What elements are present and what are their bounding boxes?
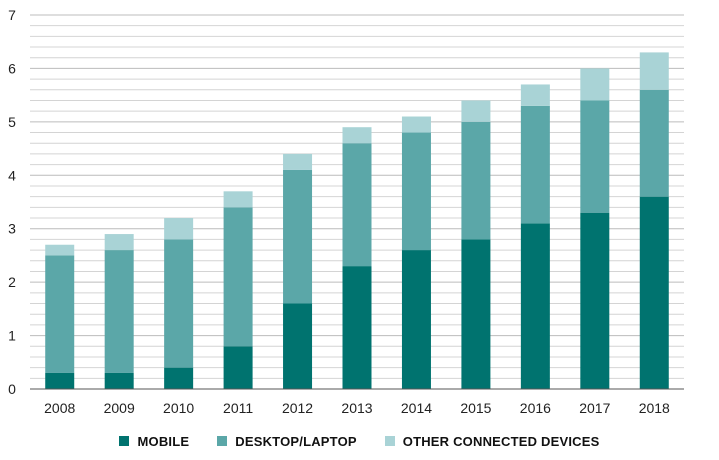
legend-item-other-connected-devices: OTHER CONNECTED DEVICES (384, 433, 600, 449)
bar-segment-other-connected-devices-2009 (104, 234, 134, 251)
bar-segment-mobile-2012 (283, 303, 313, 389)
legend-swatch-desktop-laptop (217, 436, 228, 446)
bars (45, 52, 669, 389)
x-tick-label: 2011 (223, 400, 253, 416)
bar-segment-mobile-2018 (639, 196, 669, 389)
bar-segment-desktop-laptop-2016 (520, 105, 550, 224)
bar-segment-desktop-laptop-2017 (580, 100, 610, 213)
bar-segment-desktop-laptop-2018 (639, 89, 669, 197)
x-tick-label: 2013 (341, 400, 372, 416)
y-tick-label: 7 (8, 7, 16, 23)
legend-label-desktop-laptop: DESKTOP/LAPTOP (235, 433, 357, 449)
x-tick-label: 2012 (282, 400, 313, 416)
bar-segment-desktop-laptop-2014 (401, 132, 431, 251)
y-tick-label: 6 (8, 60, 16, 76)
bar-segment-other-connected-devices-2016 (520, 84, 550, 106)
x-tick-label: 2014 (401, 400, 432, 416)
legend-label-other-connected-devices: OTHER CONNECTED DEVICES (402, 433, 600, 449)
bar-segment-other-connected-devices-2011 (223, 191, 253, 208)
x-tick-label: 2016 (520, 400, 551, 416)
bar-segment-mobile-2011 (223, 346, 253, 389)
bar-segment-desktop-laptop-2012 (283, 169, 313, 304)
x-tick-label: 2008 (44, 400, 75, 416)
legend-item-desktop-laptop: DESKTOP/LAPTOP (217, 434, 357, 449)
x-tick-label: 2015 (460, 400, 491, 416)
bar-segment-desktop-laptop-2011 (223, 207, 253, 347)
x-tick-label: 2009 (104, 400, 135, 416)
legend: MOBILE DESKTOP/LAPTOP OTHER CONNECTED DE… (0, 429, 719, 453)
bar-segment-other-connected-devices-2018 (639, 52, 669, 90)
bar-segment-desktop-laptop-2009 (104, 250, 134, 373)
y-tick-label: 4 (8, 167, 16, 183)
bar-segment-mobile-2017 (580, 212, 610, 389)
bar-segment-desktop-laptop-2008 (45, 255, 75, 373)
bar-segment-mobile-2010 (164, 367, 194, 389)
y-tick-label: 1 (8, 328, 16, 344)
y-tick-label: 2 (8, 274, 16, 290)
bar-segment-mobile-2008 (45, 372, 75, 389)
bar-segment-mobile-2016 (520, 223, 550, 389)
bar-segment-desktop-laptop-2013 (342, 143, 372, 267)
y-tick-label: 3 (8, 221, 16, 237)
bar-segment-desktop-laptop-2010 (164, 239, 194, 368)
bar-segment-other-connected-devices-2013 (342, 127, 372, 144)
bar-segment-other-connected-devices-2010 (164, 218, 194, 240)
legend-swatch-mobile (119, 436, 130, 446)
bar-segment-other-connected-devices-2008 (45, 244, 75, 256)
legend-item-mobile: MOBILE (119, 434, 189, 449)
bar-segment-other-connected-devices-2015 (461, 100, 491, 122)
y-tick-label: 0 (8, 381, 16, 397)
bar-segment-mobile-2014 (401, 250, 431, 389)
bar-segment-mobile-2015 (461, 239, 491, 389)
bar-segment-other-connected-devices-2017 (580, 68, 610, 101)
bar-segment-other-connected-devices-2014 (401, 116, 431, 133)
y-tick-label: 5 (8, 114, 16, 130)
bar-segment-other-connected-devices-2012 (283, 153, 313, 170)
x-tick-label: 2010 (163, 400, 194, 416)
bar-segment-mobile-2013 (342, 266, 372, 389)
legend-label-mobile: MOBILE (137, 433, 190, 449)
x-tick-label: 2018 (639, 400, 670, 416)
stacked-bar-chart: 0 1 2 3 4 5 6 7 2008 2009 2010 2011 2012 2013 2014 2015… (8, 7, 684, 416)
bar-segment-desktop-laptop-2015 (461, 121, 491, 240)
x-tick-label: 2017 (579, 400, 610, 416)
legend-swatch-other-connected-devices (384, 436, 395, 446)
axes: 0 1 2 3 4 5 6 7 2008 2009 2010 2011 2012 2013 2014 2015… (8, 7, 684, 416)
bar-segment-mobile-2009 (104, 372, 134, 389)
